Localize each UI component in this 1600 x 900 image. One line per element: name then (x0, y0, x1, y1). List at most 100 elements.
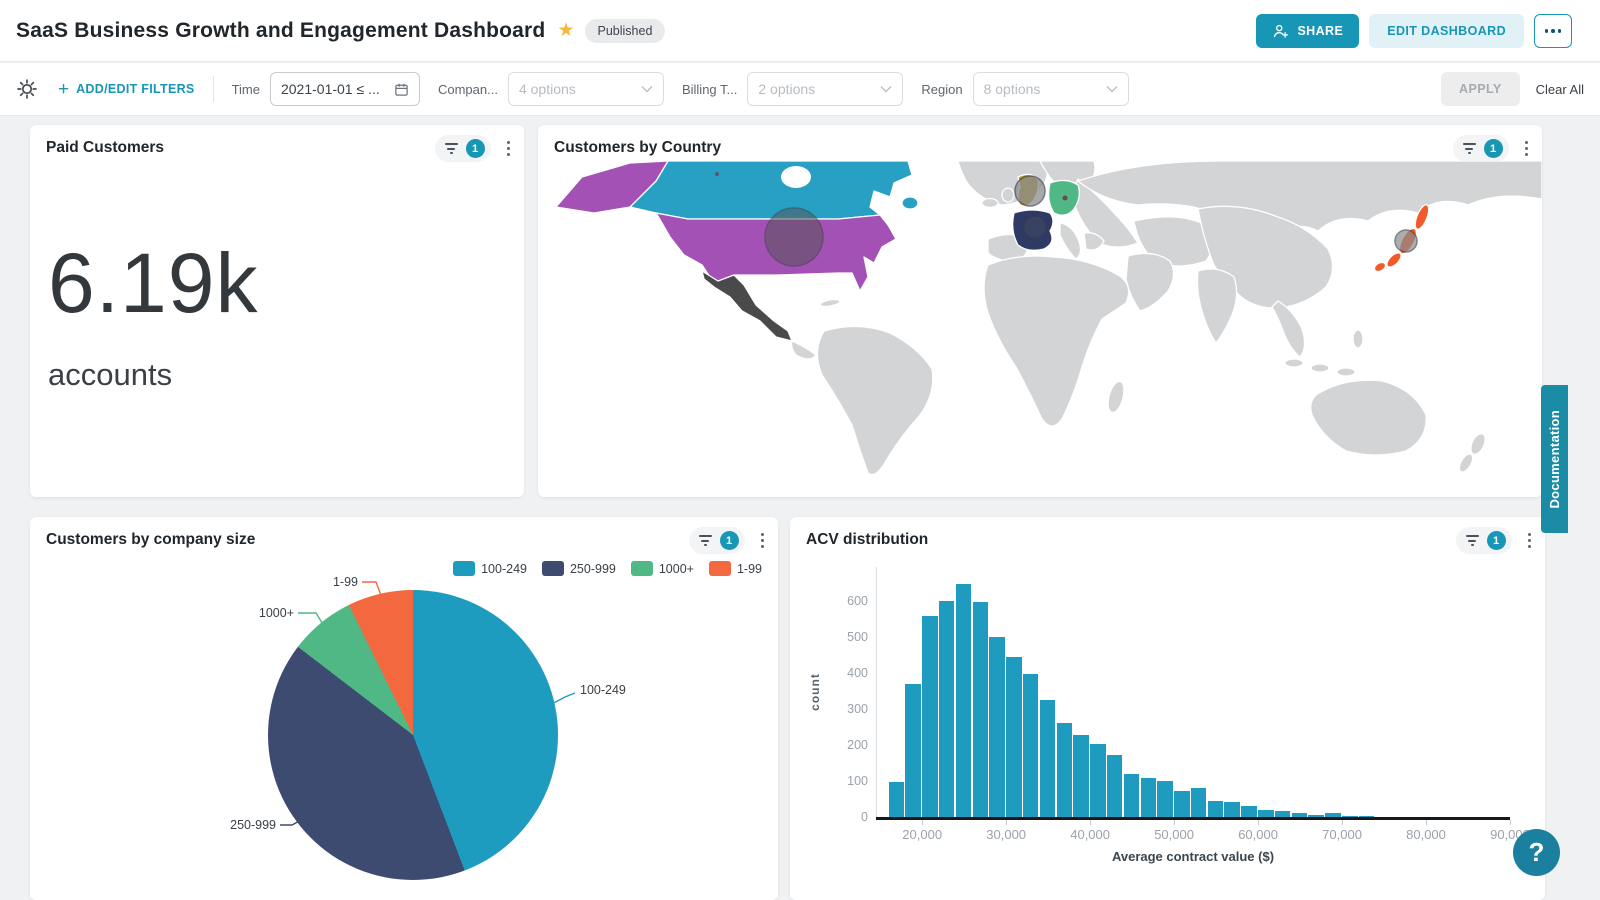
card-title: ACV distribution (806, 531, 929, 548)
histogram-bar[interactable] (922, 616, 938, 817)
map-australia (1310, 379, 1427, 456)
acv-distribution-card: ACV distribution 1 count 0 100 200 300 400 50… (790, 517, 1545, 900)
histogram-bar[interactable] (1140, 777, 1156, 817)
pie-legend: 100-249 250-999 1000+ 1-99 (453, 561, 762, 576)
histogram-bar[interactable] (1291, 812, 1308, 817)
apply-button[interactable]: APPLY (1441, 72, 1520, 106)
share-button[interactable]: SHARE (1256, 14, 1360, 48)
legend-item[interactable]: 250-999 (541, 561, 616, 576)
header-actions: SHARE EDIT DASHBOARD (1256, 14, 1572, 48)
documentation-side-tab[interactable]: Documentation (1541, 385, 1568, 533)
histogram-bar[interactable] (1258, 809, 1274, 817)
legend-label: 1-99 (736, 561, 762, 576)
settings-gear-icon[interactable] (16, 78, 38, 100)
widget-filter-chip[interactable]: 1 (688, 527, 745, 554)
widget-menu-kebab-icon[interactable] (503, 137, 515, 161)
widget-menu-kebab-icon[interactable] (757, 529, 769, 553)
histogram-bar[interactable] (989, 636, 1005, 817)
histogram-bar[interactable] (1022, 674, 1039, 817)
ellipsis-icon (1544, 29, 1549, 33)
world-map[interactable] (538, 161, 1542, 481)
histogram-bar[interactable] (1308, 814, 1324, 817)
histogram-bar[interactable] (1090, 743, 1106, 817)
histogram-bar[interactable] (1056, 722, 1073, 817)
map-alaska[interactable] (555, 161, 669, 214)
y-axis (876, 567, 877, 817)
histogram-bar[interactable] (972, 601, 989, 817)
time-filter-label: Time (231, 81, 260, 97)
paid-customers-card: Paid Customers 1 6.19k accounts (30, 125, 524, 497)
histogram-bar[interactable] (1241, 805, 1257, 817)
map-central-america (790, 340, 817, 360)
filter-bar: + ADD/EDIT FILTERS Time 2021-01-01 ≤ ...… (0, 63, 1600, 116)
bubble-japan[interactable] (1394, 229, 1418, 253)
add-edit-filters-button[interactable]: + ADD/EDIT FILTERS (58, 78, 195, 100)
histogram-bar[interactable] (1342, 816, 1358, 817)
clear-all-button[interactable]: Clear All (1535, 81, 1584, 97)
status-badge: Published (584, 18, 666, 43)
chevron-down-icon (880, 85, 892, 93)
y-tick-label: 200 (847, 737, 868, 752)
legend-item[interactable]: 1-99 (708, 561, 762, 576)
x-tick-label: 30,000 (986, 827, 1027, 842)
x-tick-label: 80,000 (1406, 827, 1446, 842)
card-title: Customers by Country (554, 139, 722, 156)
region-filter-select[interactable]: 8 options (972, 72, 1129, 106)
callout-label: 100-249 (580, 683, 626, 697)
histogram-bar[interactable] (1224, 802, 1240, 817)
widget-filter-chip[interactable]: 1 (1452, 135, 1509, 162)
more-options-button[interactable] (1534, 14, 1572, 48)
histogram-bar[interactable] (1157, 780, 1173, 817)
histogram-bar[interactable] (1190, 788, 1207, 817)
histogram-bar[interactable] (1123, 773, 1140, 817)
map-new-zealand (1470, 433, 1486, 455)
histogram-bar[interactable] (1174, 791, 1190, 817)
map-mexico[interactable] (701, 270, 793, 342)
time-filter-input[interactable]: 2021-01-01 ≤ ... (269, 72, 420, 106)
pie-chart[interactable] (268, 590, 558, 880)
marker-canada (715, 172, 719, 176)
map-canada[interactable] (629, 161, 913, 220)
widget-filter-chip[interactable]: 1 (1455, 527, 1512, 554)
widget-filter-chip[interactable]: 1 (434, 135, 491, 162)
histogram-bar[interactable] (1274, 810, 1291, 817)
bubble-uk[interactable] (1014, 175, 1046, 207)
help-button[interactable]: ? (1513, 829, 1560, 876)
legend-item[interactable]: 1000+ (630, 561, 694, 576)
histogram-bar[interactable] (1207, 801, 1224, 817)
histogram-bar[interactable] (955, 583, 972, 817)
map-france[interactable] (1012, 209, 1054, 251)
favorite-star-icon[interactable]: ★ (557, 20, 575, 41)
map-ireland (1001, 187, 1015, 203)
edit-dashboard-button[interactable]: EDIT DASHBOARD (1369, 14, 1524, 48)
histogram-bar[interactable] (1358, 815, 1375, 817)
legend-label: 1000+ (658, 561, 694, 576)
divider (212, 76, 214, 102)
legend-label: 100-249 (481, 561, 527, 576)
histogram-bar[interactable] (1073, 734, 1089, 817)
widget-menu-kebab-icon[interactable] (1524, 529, 1536, 553)
histogram-bar[interactable] (1106, 754, 1123, 817)
legend-swatch (453, 561, 476, 576)
histogram-bar[interactable] (1039, 699, 1056, 817)
histogram-bar[interactable] (888, 781, 905, 817)
bubble-france[interactable] (1023, 215, 1047, 239)
histogram-bar[interactable] (1325, 813, 1341, 817)
company-filter-select[interactable]: 4 options (507, 72, 664, 106)
legend-item[interactable]: 100-249 (453, 561, 527, 576)
x-tick-label: 20,000 (902, 827, 943, 842)
histogram-bar[interactable] (905, 683, 921, 817)
legend-label: 250-999 (569, 561, 616, 576)
map-indonesia-3 (1336, 367, 1356, 377)
histogram-bar[interactable] (938, 600, 955, 817)
customers-by-country-card: Customers by Country 1 (538, 125, 1542, 497)
widget-menu-kebab-icon[interactable] (1521, 137, 1533, 161)
histogram-bar[interactable] (1006, 656, 1022, 817)
callout-label: 250-999 (230, 818, 276, 832)
bubble-usa[interactable] (764, 207, 824, 267)
x-axis-baseline (876, 817, 1510, 820)
map-cuba (819, 298, 841, 308)
y-tick-label: 100 (847, 773, 868, 788)
filter-count-badge: 1 (1483, 139, 1503, 158)
billing-filter-select[interactable]: 2 options (747, 72, 904, 106)
